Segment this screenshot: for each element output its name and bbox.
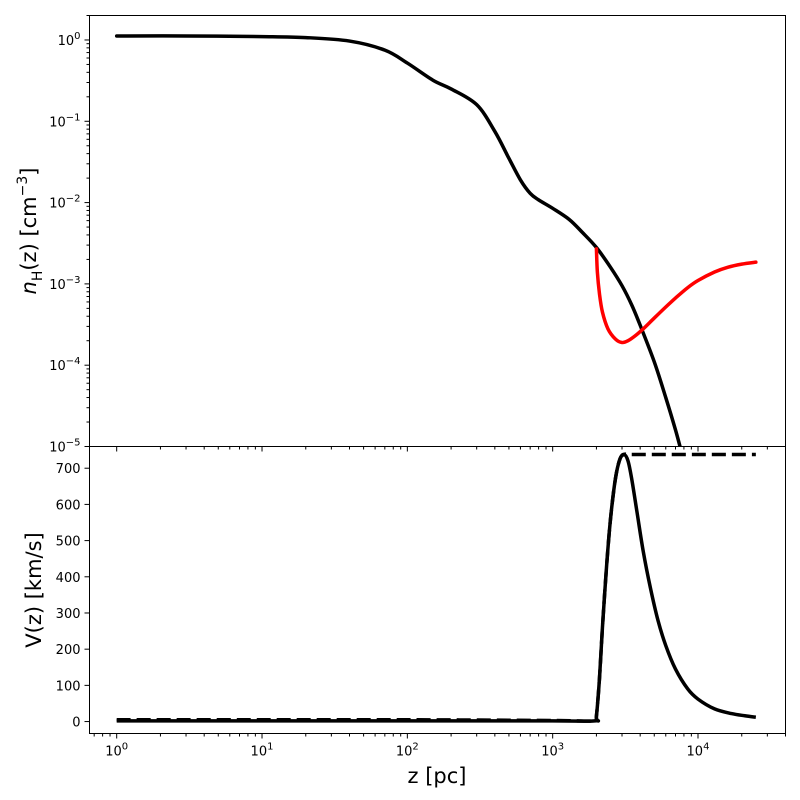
- bottom-plot-frame: [89, 446, 786, 734]
- top-y-label-sup: −3: [15, 176, 31, 197]
- tick-base: 10: [687, 745, 704, 760]
- x-axis-label: z [pc]: [408, 764, 467, 788]
- tick-exponent: 3: [558, 742, 564, 753]
- tick-base: 10: [541, 745, 558, 760]
- bottom-x-tick-label: 104: [687, 742, 710, 760]
- top-y-label-sub: H: [30, 271, 46, 282]
- bottom-x-tick-label: 102: [396, 742, 419, 760]
- top-y-label-mid: (z) [cm: [17, 196, 41, 270]
- bottom-y-tick-label: 100: [56, 679, 81, 694]
- bottom-x-tick-label: 101: [251, 742, 274, 760]
- tick-exponent: 1: [267, 742, 273, 753]
- tick-base: 10: [49, 278, 66, 293]
- top-plot-frame: [89, 15, 786, 447]
- tick-exponent: 0: [74, 31, 80, 42]
- tick-exponent: 0: [122, 742, 128, 753]
- tick-base: 10: [251, 745, 268, 760]
- bottom-x-ticks: 100 101 102 103 104: [93, 733, 786, 760]
- bottom-y-tick-label: 700: [56, 462, 81, 477]
- tick-base: 10: [396, 745, 413, 760]
- tick-base: 10: [49, 197, 66, 212]
- tick-exponent: −2: [66, 194, 81, 205]
- bottom-series-group: [116, 452, 757, 723]
- bottom-x-tick-label: 100: [105, 742, 128, 760]
- bottom-y-tick-label: 600: [56, 498, 81, 513]
- tick-exponent: 2: [412, 742, 418, 753]
- bottom-y-ticks: 0 100 200 300 400 500 600 700: [56, 462, 90, 731]
- bottom-series-line-0: [116, 452, 757, 723]
- tick-exponent: −3: [66, 275, 81, 286]
- top-series-line-1: [594, 247, 758, 345]
- bottom-series-line-1: [116, 452, 756, 723]
- tick-base: 10: [105, 745, 122, 760]
- top-y-tick-label: 10−5: [49, 438, 80, 456]
- bottom-y-tick-label: 300: [56, 607, 81, 622]
- tick-exponent: −5: [66, 438, 81, 449]
- tick-exponent: −1: [66, 112, 81, 123]
- top-y-label-var: n: [17, 281, 41, 294]
- tick-exponent: −4: [66, 356, 81, 367]
- top-y-tick-label: 10−3: [49, 275, 80, 293]
- bottom-y-tick-label: 0: [72, 716, 80, 731]
- top-y-tick-label: 10−1: [49, 112, 80, 130]
- top-series-line-0: [114, 34, 682, 447]
- tick-base: 10: [58, 34, 75, 49]
- bottom-y-axis-label: V(z) [km/s]: [22, 532, 46, 647]
- tick-base: 10: [49, 441, 66, 456]
- top-y-tick-label: 10−2: [49, 194, 80, 212]
- top-x-ticks: [116, 446, 786, 452]
- top-y-tick-label: 100: [58, 31, 81, 49]
- bottom-y-tick-label: 500: [56, 535, 81, 550]
- top-y-tick-label: 10−4: [49, 356, 80, 374]
- bottom-y-tick-label: 200: [56, 643, 81, 658]
- top-series-group: [114, 34, 758, 447]
- top-y-axis-label: nH(z) [cm−3]: [15, 168, 46, 295]
- bottom-y-tick-label: 400: [56, 571, 81, 586]
- tick-base: 10: [49, 115, 66, 130]
- tick-exponent: 4: [703, 742, 709, 753]
- top-y-label-end: ]: [17, 168, 41, 176]
- bottom-x-tick-label: 103: [541, 742, 564, 760]
- tick-base: 10: [49, 359, 66, 374]
